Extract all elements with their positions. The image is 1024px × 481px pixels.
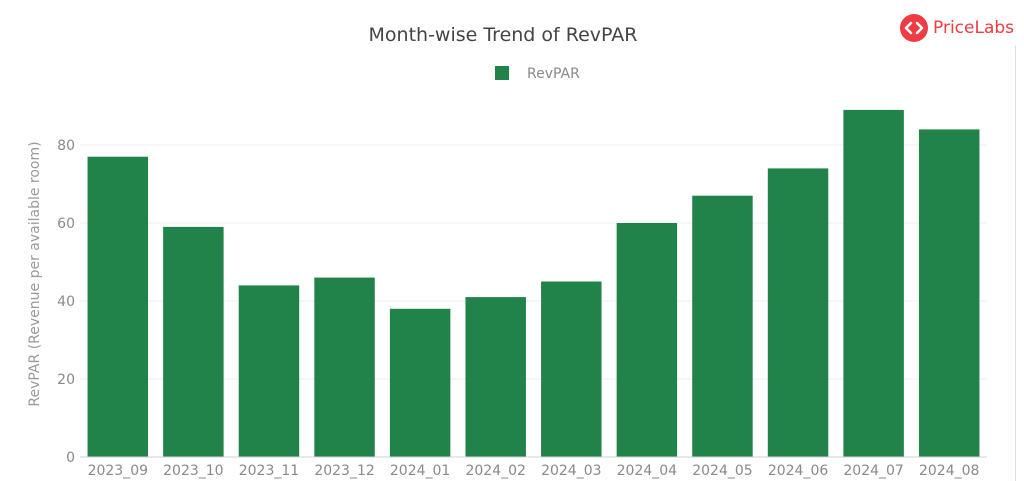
legend-label-revpar: RevPAR: [527, 66, 580, 82]
x-tick-label: 2023_10: [163, 463, 223, 479]
bar-2024_03[interactable]: [541, 281, 602, 458]
x-tick-label: 2023_11: [239, 463, 299, 479]
y-tick-label: 20: [57, 372, 75, 388]
x-tick-label: 2024_01: [390, 463, 450, 479]
bar-2024_07[interactable]: [843, 109, 904, 458]
x-tick-label: 2024_05: [692, 463, 752, 479]
y-tick-label: 40: [57, 294, 75, 310]
bar-2023_09[interactable]: [87, 156, 149, 457]
bar-2024_05[interactable]: [692, 195, 753, 457]
pricelabs-logo-text: PriceLabs: [933, 18, 1015, 38]
chart-legend[interactable]: RevPAR: [495, 66, 580, 82]
x-tick-label: 2024_08: [919, 463, 979, 479]
x-tick-label: 2023_09: [88, 463, 148, 479]
bar-2024_01[interactable]: [389, 308, 451, 457]
x-tick-label: 2024_02: [465, 463, 525, 479]
bar-2023_12[interactable]: [314, 277, 375, 457]
chart-title: Month-wise Trend of RevPAR: [369, 24, 638, 46]
x-tick-label: 2024_03: [541, 463, 601, 479]
y-tick-label: 80: [57, 138, 75, 154]
bar-2023_11[interactable]: [238, 285, 300, 457]
bar-2023_10[interactable]: [163, 226, 224, 457]
bar-2024_08[interactable]: [918, 129, 980, 457]
y-tick-label: 0: [66, 450, 75, 466]
x-tick-label: 2023_12: [314, 463, 374, 479]
pricelabs-logo: PriceLabs: [900, 13, 1014, 43]
y-tick-label: 60: [57, 216, 75, 232]
bar-2024_06[interactable]: [767, 168, 829, 457]
x-tick-label: 2024_07: [843, 463, 903, 479]
y-axis-label: RevPAR (Revenue per available room): [27, 141, 43, 406]
pricelabs-logo-icon: [900, 14, 928, 42]
bar-2024_02[interactable]: [465, 297, 526, 457]
panel-divider: [1015, 45, 1016, 481]
x-tick-label: 2024_04: [617, 463, 678, 479]
legend-swatch-revpar: [495, 66, 509, 80]
x-tick-label: 2024_06: [768, 463, 829, 479]
bar-2024_04[interactable]: [616, 223, 678, 457]
